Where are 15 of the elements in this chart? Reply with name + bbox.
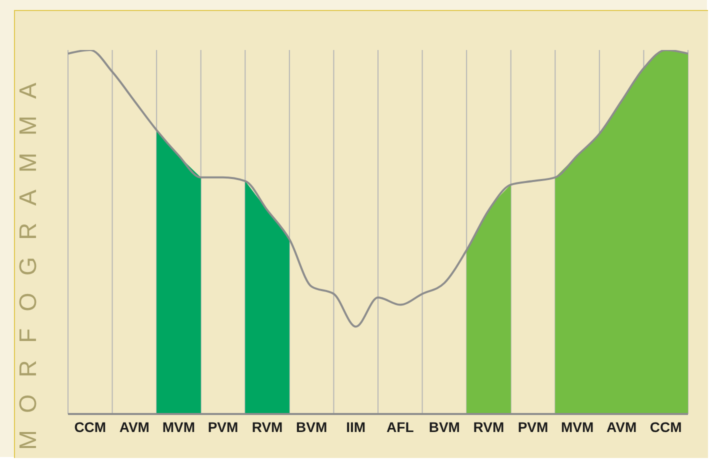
x-tick-label: RVM [473, 418, 504, 435]
x-tick-label: PVM [208, 418, 238, 435]
x-tick-label: CCM [650, 418, 682, 435]
x-tick-label: AVM [606, 418, 637, 435]
x-tick-label: AVM [119, 418, 150, 435]
x-tick-label: BVM [296, 418, 328, 435]
x-tick-label: MVM [560, 418, 594, 435]
x-tick-label: BVM [428, 418, 460, 435]
x-tick-label: PVM [518, 418, 548, 435]
x-tick-label: MVM [162, 418, 196, 435]
y-axis-title: MORFOGRAMMA [15, 64, 43, 450]
x-tick-label: IIM [346, 418, 366, 435]
x-tick-label: AFL [386, 418, 414, 435]
x-tick-label: CCM [74, 418, 106, 435]
x-tick-label: RVM [252, 418, 283, 435]
